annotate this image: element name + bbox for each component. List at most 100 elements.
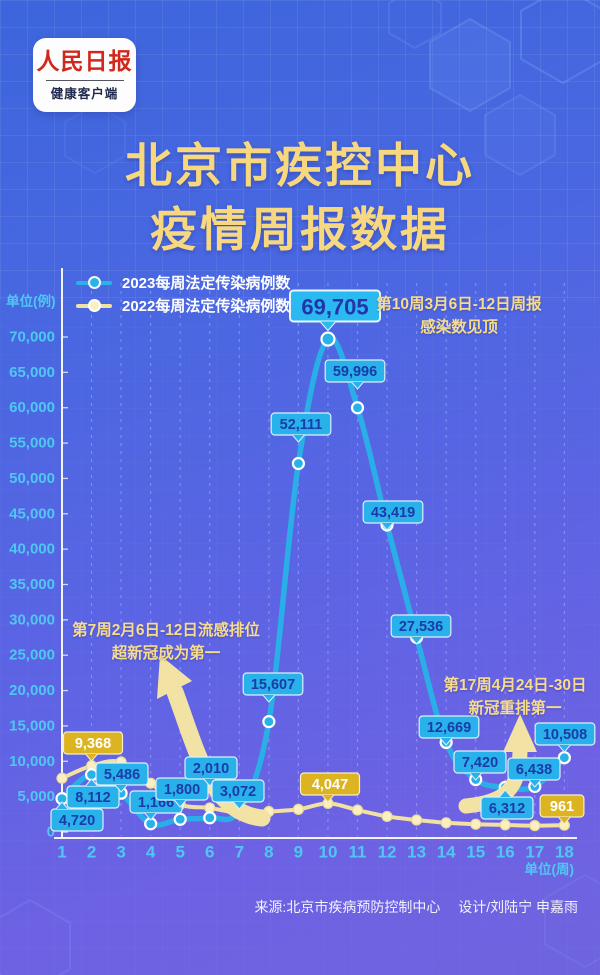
point-label-2023-w7: 3,072 xyxy=(211,779,265,810)
hexagon-shape xyxy=(544,873,600,969)
hexagon-shape xyxy=(0,898,71,975)
label-value: 6,312 xyxy=(489,801,525,817)
label-pointer xyxy=(292,434,305,443)
source-line: 来源:北京市疾病预防控制中心 设计/刘陆宁 申嘉雨 xyxy=(254,897,578,917)
hexagon-shape xyxy=(388,0,442,50)
label-pointer xyxy=(173,799,187,808)
x-tick-label-week-5: 5 xyxy=(175,843,184,862)
label-pointer xyxy=(55,801,69,810)
annotation-flu: 第7周2月6日-12日流感排位 超新冠成为第一 xyxy=(58,619,274,665)
data-point-2022-w12 xyxy=(381,810,393,823)
hexagon-shape xyxy=(64,103,126,175)
data-point-2023-w9 xyxy=(291,456,305,471)
legend-line-2023-icon xyxy=(76,276,112,289)
point-label-2022-w2: 9,368 xyxy=(62,731,124,762)
point-label-2023-w15: 7,420 xyxy=(453,750,507,781)
data-point-2023-w5 xyxy=(173,812,187,826)
x-tick-label-week-1: 1 xyxy=(57,843,66,862)
label-pointer xyxy=(262,694,276,703)
y-tick-label: 50,000 xyxy=(9,470,55,487)
annotation-peak-line2: 感染数见顶 xyxy=(420,319,498,336)
logo-divider xyxy=(45,80,124,81)
label-value: 6,438 xyxy=(516,762,552,778)
label-value: 7,420 xyxy=(462,755,498,771)
x-tick-label-week-3: 3 xyxy=(116,843,125,862)
x-tick-label-week-18: 18 xyxy=(555,843,574,862)
point-label-2023-w5: 1,800 xyxy=(155,777,209,808)
label-pointer xyxy=(144,812,158,821)
label-value: 2,010 xyxy=(193,761,229,777)
label-value: 10,508 xyxy=(543,727,587,743)
label-value: 3,072 xyxy=(220,784,256,800)
x-tick-label-week-12: 12 xyxy=(378,843,397,862)
curved-arrow-head xyxy=(157,655,192,699)
label-value: 43,419 xyxy=(371,505,415,521)
annotation-covid-back: 第17周4月24日-30日 新冠重排第一 xyxy=(424,674,600,720)
legend-dot-2023-icon xyxy=(88,276,101,289)
annotation-flu-line2: 超新冠成为第一 xyxy=(111,645,221,662)
label-pointer xyxy=(439,737,453,746)
x-tick-label-week-2: 2 xyxy=(87,843,96,862)
data-point-2022-w11 xyxy=(351,804,364,816)
y-tick-label: 25,000 xyxy=(9,647,55,664)
label-pointer xyxy=(114,784,128,793)
point-label-2023-w3: 5,486 xyxy=(95,762,149,793)
point-label-2023-w18: 10,508 xyxy=(534,722,596,753)
x-tick-label-week-16: 16 xyxy=(496,843,515,862)
label-pointer xyxy=(410,636,423,645)
y-tick-label: 30,000 xyxy=(9,611,55,628)
x-tick-label-week-13: 13 xyxy=(407,843,426,862)
axes-group: 0 5,000 10,000 15,000 20,000 25,000 30,000 35,0… xyxy=(9,268,577,862)
label-value: 4,720 xyxy=(59,813,95,829)
point-label-2022-w10: 4,047 xyxy=(299,772,361,803)
data-point-2023-w11 xyxy=(350,401,365,415)
label-value: 4,047 xyxy=(312,777,348,793)
data-point-2022-w17 xyxy=(529,820,541,832)
page-title: 北京市疾控中心 疫情周报数据 xyxy=(0,134,600,262)
data-point-2022-w13 xyxy=(411,814,423,826)
x-tick-label-week-17: 17 xyxy=(525,843,544,862)
legend-dot-2022-icon xyxy=(88,299,101,312)
point-label-2022-w18: 961 xyxy=(539,794,585,825)
point-label-2023-w6: 2,010 xyxy=(184,756,238,787)
label-value: 27,536 xyxy=(399,619,443,635)
logo-subtitle: 健康客户端 xyxy=(50,86,119,101)
series-line-2023 xyxy=(59,335,568,828)
label-pointer xyxy=(321,794,335,803)
data-point-2022-w1 xyxy=(56,772,68,784)
label-value: 69,705 xyxy=(301,295,368,320)
point-label-2023-w8: 15,607 xyxy=(242,672,304,703)
y-tick-label: 15,000 xyxy=(9,717,55,734)
label-value: 9,368 xyxy=(75,736,111,752)
label-pointer xyxy=(85,753,98,762)
point-label-2023-w11: 59,996 xyxy=(324,359,386,390)
point-label-2023-w10: 69,705 xyxy=(289,289,381,331)
y-tick-label: 55,000 xyxy=(9,435,55,452)
label-value: 8,112 xyxy=(75,790,111,806)
page-title-line1: 北京市疾控中心 xyxy=(125,139,475,192)
source-origin: 来源:北京市疾病预防控制中心 xyxy=(254,899,441,915)
point-label-2023-w12: 43,419 xyxy=(362,500,424,531)
point-label-2023-w2: 8,112 xyxy=(66,778,120,809)
label-value: 12,669 xyxy=(427,720,471,736)
x-tick-label-week-7: 7 xyxy=(235,843,244,862)
x-axis-unit-label: 单位(周) xyxy=(524,862,575,877)
y-tick-label: 65,000 xyxy=(9,364,55,381)
label-pointer xyxy=(232,801,246,810)
y-tick-label: 5,000 xyxy=(17,788,55,805)
annotation-flu-line1: 第7周2月6日-12日流感排位 xyxy=(72,622,260,639)
annotation-peak-line1: 第10周3月6日-12日周报 xyxy=(376,296,542,313)
data-point-2022-w16 xyxy=(499,819,511,831)
point-labels-group: 4,7208,1129,3685,4861,1661,8002,0103,072… xyxy=(50,289,596,832)
data-point-2023-w6 xyxy=(203,811,217,825)
label-pointer xyxy=(351,381,364,390)
legend-line-2022-icon xyxy=(76,299,112,312)
hexagon-shape xyxy=(484,93,556,177)
y-tick-label: 0 xyxy=(47,824,55,841)
label-pointer xyxy=(557,744,571,753)
label-pointer xyxy=(498,789,512,798)
y-tick-label: 20,000 xyxy=(9,682,55,699)
